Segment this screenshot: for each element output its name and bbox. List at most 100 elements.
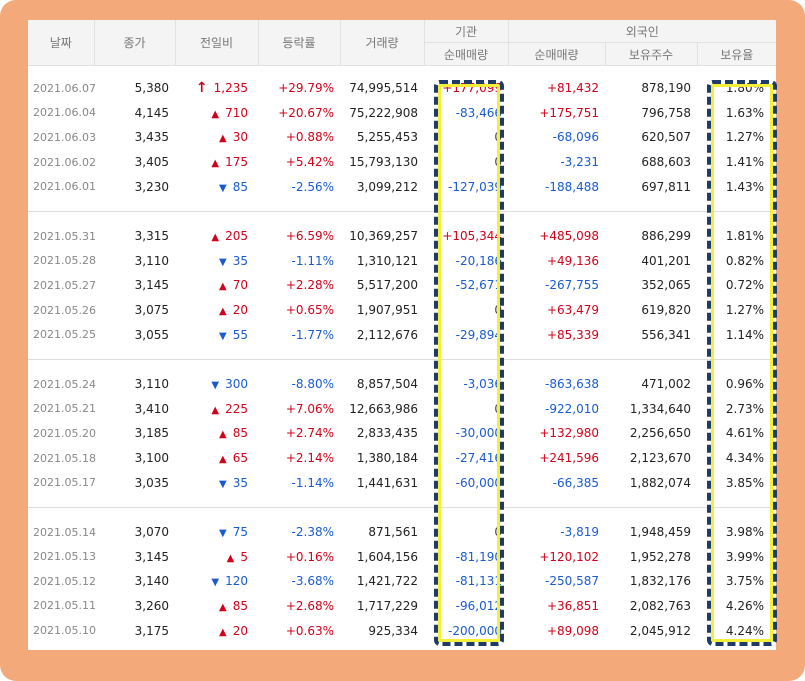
cell-rate: +0.65% [285,303,334,318]
col-header-inst-net: 순매매량 [424,42,509,66]
cell-foreign-hold: 2,256,650 [629,426,691,441]
cell-inst-net: -81,190 [455,549,502,564]
down-triangle-icon: ▼ [211,577,220,589]
cell-close: 3,260 [134,598,169,613]
cell-date: 2021.05.25 [33,328,96,342]
col-header-diff: 전일비 [175,20,259,66]
cell-rate: +0.16% [285,549,334,564]
up-triangle-icon: ▲ [211,232,220,244]
cell-foreign-hold: 471,002 [641,377,691,392]
upper-limit-arrow-icon: ↑ [195,80,208,97]
col-group-foreign: 외국인 [508,20,776,43]
cell-inst-net: -96,012 [455,598,502,613]
cell-diff: ▲ 85 [175,594,258,619]
cell-inst-net: +105,344 [442,229,502,244]
down-triangle-icon: ▼ [219,330,227,342]
table-row: 2021.06.04 4,145 ▲ 710 +20.67% 75,222,908 -83,… [28,101,776,126]
cell-foreign-hold: 697,811 [641,179,691,194]
cell-inst-net: -127,039 [448,179,502,194]
cell-diff-value: 55 [232,327,248,342]
cell-date: 2021.05.12 [33,574,96,588]
up-triangle-icon: ▲ [211,158,220,170]
cell-inst-net: 0 [494,155,502,170]
cell-diff: ↑ 1,235 [175,76,258,101]
down-triangle-icon: ▼ [211,380,220,392]
cell-foreign-net: +175,751 [539,105,599,120]
cell-diff-value: 30 [232,130,248,145]
daily-trading-table: 날짜 종가 전일비 등락률 거래량 기관 외국인 순매매량 순매매량 보유주수 … [28,20,776,643]
cell-foreign-ratio: 3.98% [725,525,765,540]
cell-foreign-net: +81,432 [546,81,599,96]
cell-foreign-net: -922,010 [545,401,599,416]
table-row: 2021.05.12 3,140 ▼ 120 -3.68% 1,421,722 -81,13… [28,569,776,594]
cell-foreign-ratio: 0.72% [725,278,765,293]
cell-foreign-net: -3,819 [560,525,599,540]
table-row: 2021.05.18 3,100 ▲ 65 +2.14% 1,380,184 -27,416… [28,446,776,471]
up-triangle-icon: ▲ [219,306,227,318]
cell-date: 2021.05.24 [33,377,96,391]
cell-close: 3,075 [134,303,169,318]
cell-foreign-ratio: 3.85% [725,475,765,490]
cell-diff: ▼ 120 [175,569,258,594]
cell-foreign-ratio: 4.34% [725,451,765,466]
cell-diff: ▲ 65 [175,446,258,471]
cell-rate: +2.14% [285,451,334,466]
cell-rate: -8.80% [291,377,334,392]
cell-volume: 5,517,200 [356,278,418,293]
cell-rate: -1.11% [291,253,334,268]
cell-volume: 1,717,229 [356,598,418,613]
cell-rate: +6.59% [285,229,334,244]
cell-diff-value: 300 [225,377,248,392]
cell-date: 2021.05.26 [33,303,96,317]
cell-foreign-hold: 1,832,176 [629,574,691,589]
cell-date: 2021.05.27 [33,278,96,292]
cell-foreign-ratio: 2.73% [725,401,765,416]
col-group-institution: 기관 [424,20,509,43]
up-triangle-icon: ▲ [219,601,227,613]
cell-foreign-hold: 556,341 [641,327,691,342]
cell-close: 3,070 [134,525,169,540]
cell-close: 3,145 [134,549,169,564]
cell-close: 3,315 [134,229,169,244]
cell-rate: +0.63% [285,623,334,638]
cell-foreign-net: -66,385 [552,475,599,490]
cell-foreign-net: +49,136 [546,253,599,268]
cell-volume: 1,907,951 [356,303,418,318]
cell-foreign-ratio: 1.43% [725,179,765,194]
cell-date: 2021.06.03 [33,130,96,144]
cell-rate: +2.68% [285,598,334,613]
cell-diff: ▼ 35 [175,249,258,274]
cell-foreign-ratio: 1.63% [725,105,765,120]
cell-date: 2021.05.10 [33,624,96,638]
table-row: 2021.06.03 3,435 ▲ 30 +0.88% 5,255,453 0 -68,09… [28,125,776,150]
up-triangle-icon: ▲ [219,281,227,293]
cell-foreign-hold: 1,952,278 [629,549,691,564]
cell-foreign-net: -3,231 [560,155,599,170]
cell-diff: ▼ 75 [175,520,258,545]
cell-diff: ▲ 205 [175,224,258,249]
cell-foreign-ratio: 1.14% [725,327,765,342]
cell-foreign-net: +241,596 [539,451,599,466]
table-row: 2021.06.07 5,380 ↑ 1,235 +29.79% 74,995,514 +1… [28,76,776,101]
cell-close: 4,145 [134,105,169,120]
cell-date: 2021.05.18 [33,451,96,465]
cell-foreign-hold: 619,820 [641,303,691,318]
cell-close: 3,435 [134,130,169,145]
cell-diff-value: 85 [232,598,248,613]
cell-foreign-ratio: 3.75% [725,574,765,589]
cell-diff-value: 85 [232,179,248,194]
cell-volume: 12,663,986 [349,401,418,416]
cell-foreign-hold: 352,065 [641,278,691,293]
cell-inst-net: -81,131 [455,574,502,589]
cell-foreign-ratio: 4.61% [725,426,765,441]
cell-volume: 2,833,435 [356,426,418,441]
cell-diff-value: 75 [232,525,248,540]
cell-inst-net: -3,036 [463,377,502,392]
cell-close: 3,035 [134,475,169,490]
cell-date: 2021.05.13 [33,550,96,564]
cell-inst-net: +177,099 [442,81,502,96]
cell-foreign-net: +85,339 [546,327,599,342]
row-spacer [28,495,776,508]
down-triangle-icon: ▼ [219,182,227,194]
